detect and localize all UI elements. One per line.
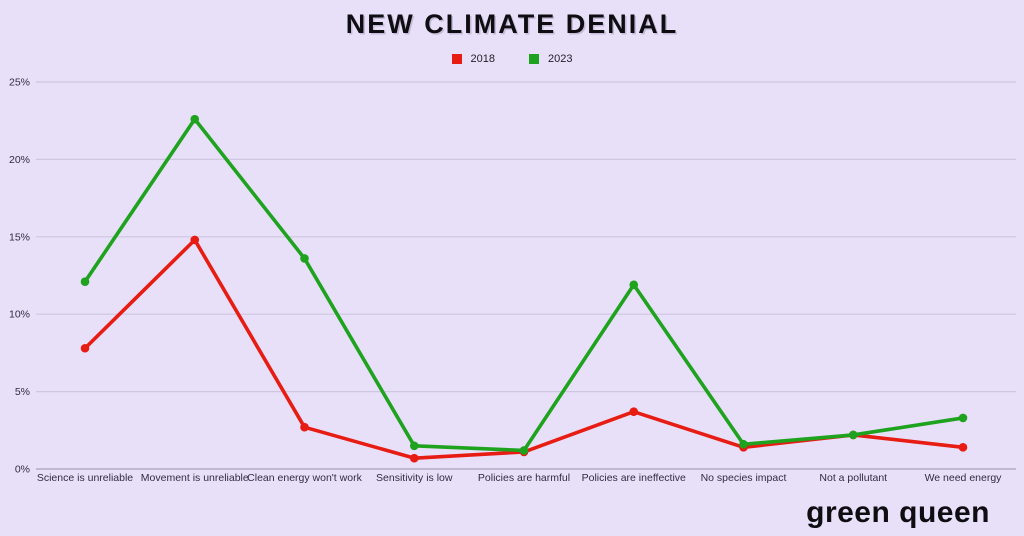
x-category-label: Not a pollutant [819, 472, 887, 484]
legend-label-2018: 2018 [470, 53, 495, 65]
brand-logo: green queen [806, 496, 990, 529]
legend-item-2023: 2023 [529, 53, 572, 65]
y-tick-label: 10% [9, 309, 30, 321]
x-category-label: We need energy [925, 472, 1003, 484]
data-point-2018 [958, 443, 968, 452]
y-tick-label: 25% [9, 77, 30, 89]
data-point-2023 [409, 441, 419, 451]
data-point-2023 [519, 446, 529, 455]
data-point-2023 [190, 114, 200, 124]
data-point-2018 [80, 343, 90, 353]
data-point-2018 [190, 235, 200, 245]
x-category-label: Policies are harmful [478, 472, 570, 484]
series-line-2018 [83, 238, 965, 460]
legend-item-2018: 2018 [451, 53, 495, 65]
data-point-2023 [629, 280, 639, 290]
x-category-label: Policies are ineffective [582, 472, 686, 484]
data-point-2023 [739, 439, 748, 449]
y-tick-label: 5% [15, 386, 30, 398]
x-category-label: Clean energy won't work [247, 472, 362, 484]
y-tick-label: 15% [9, 231, 30, 243]
series-line-2023 [83, 117, 965, 453]
x-category-label: Movement is unreliable [141, 472, 249, 484]
chart-title: NEW CLIMATE DENIAL [345, 9, 679, 39]
x-category-label: Science is unreliable [37, 472, 133, 484]
legend-swatch-2023 [529, 54, 539, 64]
y-tick-label: 20% [9, 154, 30, 166]
data-point-2023 [300, 254, 309, 263]
data-point-2018 [409, 453, 419, 463]
legend: 2018 2023 [0, 53, 1024, 65]
legend-label-2023: 2023 [548, 53, 573, 65]
data-point-2018 [300, 422, 309, 432]
data-point-2023 [958, 413, 968, 423]
x-category-label: Sensitivity is low [376, 472, 453, 484]
data-point-2023 [80, 277, 90, 286]
x-category-label: No species impact [701, 472, 787, 484]
data-point-2023 [848, 430, 858, 440]
data-point-2018 [629, 407, 639, 417]
legend-swatch-2018 [451, 54, 462, 64]
y-tick-label: 0% [15, 464, 30, 476]
